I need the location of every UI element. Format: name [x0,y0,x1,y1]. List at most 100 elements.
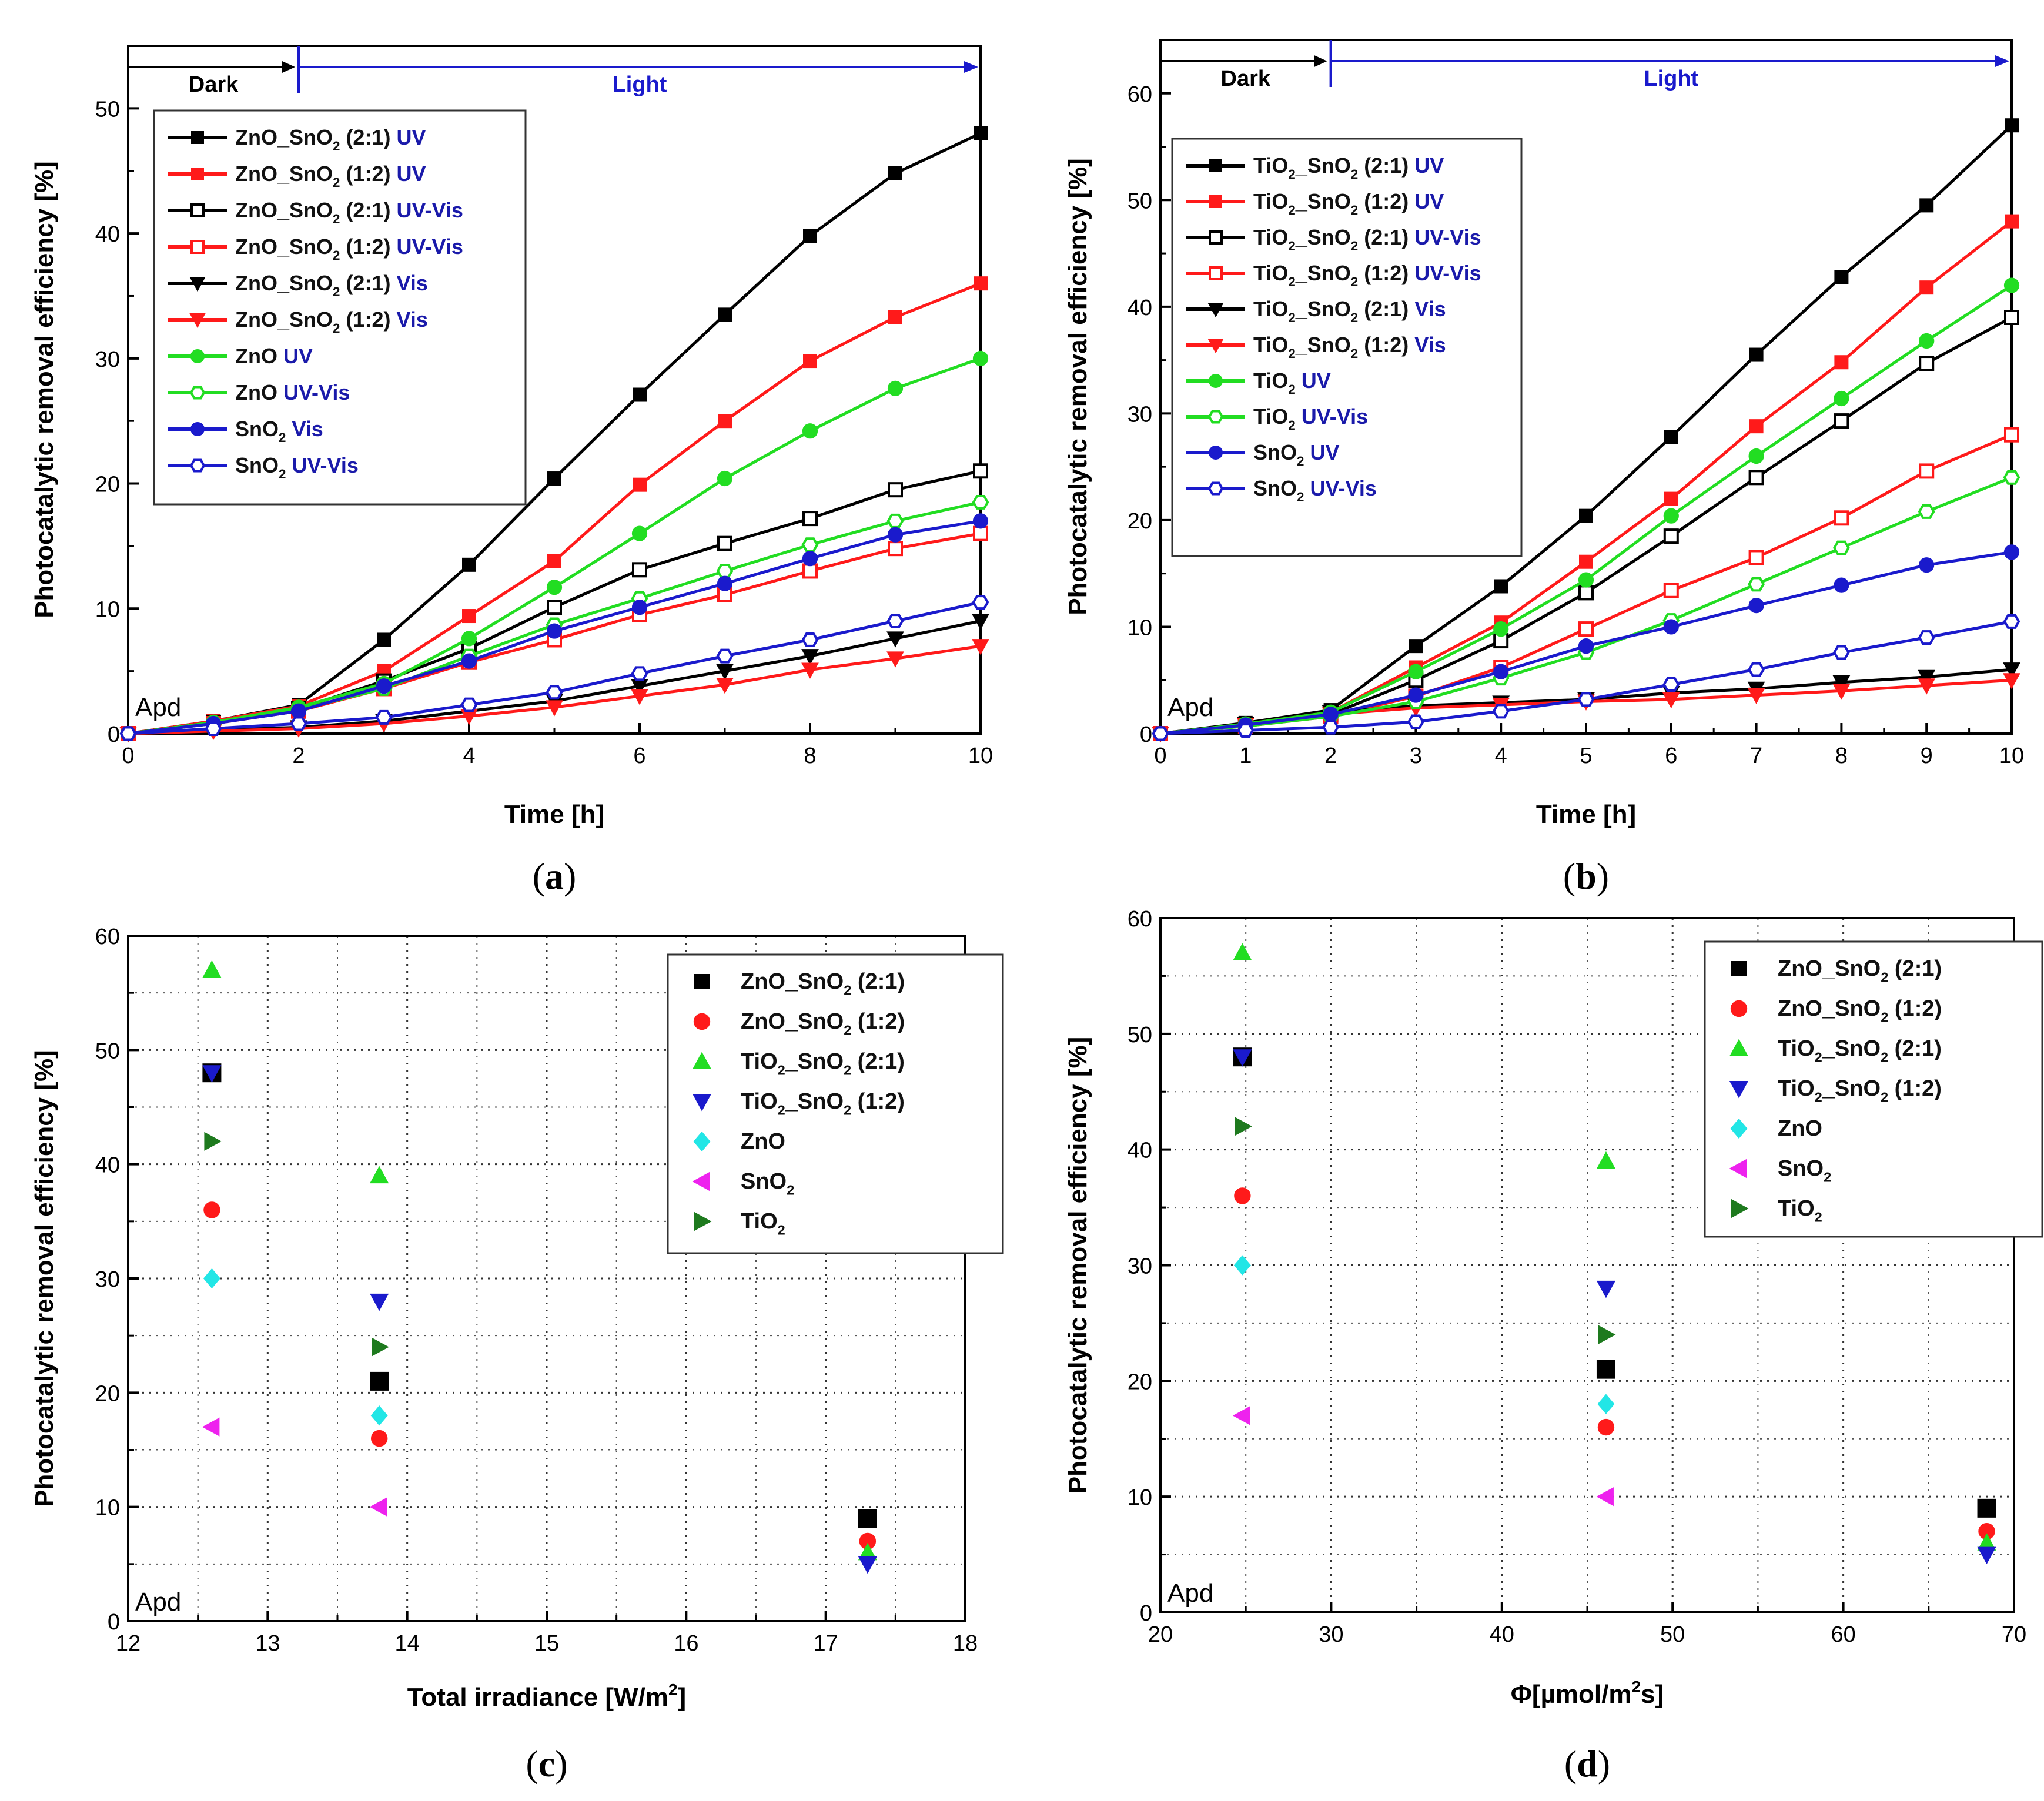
chart-c-legend-box [667,953,1004,1254]
chart-a-data-point [802,563,818,579]
chart-a-data-point [973,525,988,541]
chart-b-data-point [1662,692,1680,709]
chart-a-x-tick-label: 10 [968,744,993,768]
chart-b-x-tick-label: 3 [1410,744,1422,768]
chart-c-y-tick-label: 60 [95,925,120,949]
chart-c-legend-entry-2-marker [692,1052,712,1069]
chart-a-data-point [717,535,732,551]
chart-a-svg: 0 2 4 6 8 10 0 10 20 30 40 50 Photocatalytic removal… [30,45,993,897]
chart-c-svg: 12 13 14 15 16 17 18 0 10 20 30 40 50 60 Photocatalyti… [30,925,1004,1785]
chart-a-data-point [803,229,817,243]
chart-b-y-tick-label: 10 [1128,615,1152,640]
chart-c-legend-entry-2-label: TiO2_SnO2 (2:1) [741,1049,905,1078]
chart-c-legend-entry-0-marker [694,974,710,989]
chart-c-series-3 [202,1065,877,1574]
chart-a-legend-entry-0-marker [191,131,204,144]
chart-c-legend-entry-4-label: ZnO [741,1129,785,1154]
chart-d-x-axis-label-end: s] [1641,1680,1664,1709]
chart-a-data-point [803,354,817,369]
chart-a-data-point [886,651,904,668]
chart-b-data-point [1748,598,1764,614]
chart-a-data-point [546,580,563,595]
chart-a-legend-entry-4-label: ZnO_SnO2 (2:1) Vis [235,271,428,299]
chart-a-data-point [547,554,561,568]
chart-b-legend-entry-8-label-tag: UV [1304,440,1339,464]
chart-b-data-point [1919,463,1935,479]
chart-b-legend-entry-3-label-mid: _SnO [1295,261,1351,285]
chart-b-legend-entry-1-label-ratio: (1:2) [1358,189,1409,213]
chart-d-x-tick-label: 50 [1660,1622,1685,1647]
chart-c-legend-entry-3-label-mid: _SnO [785,1089,844,1114]
chart-a-x-tick-label: 8 [804,744,816,768]
chart-b-data-point [1832,645,1850,660]
chart-b-data-point [1748,470,1764,486]
chart-a-legend-entry-6-marker [190,349,205,363]
chart-a-data-point [290,716,307,731]
chart-b-data-point [1919,356,1935,371]
chart-a-legend-entry-3-marker [190,240,205,254]
chart-a-legend-entry-1-marker [191,168,204,180]
chart-b-x-tick-label: 0 [1154,744,1166,768]
chart-a-legend-entry-6-label-tag: UV [277,344,313,368]
chart-a-data-point [888,482,903,498]
chart-a-legend-entry-8-label: SnO2 Vis [235,417,323,445]
chart-d-legend-entry-4-marker [1730,1118,1748,1139]
chart-c-legend-entry-0-label-ratio: (2:1) [851,969,905,994]
chart-b-legend-entry-2-label-main: TiO [1253,225,1288,249]
chart-b-legend-entry-8-label-sub: 2 [1297,454,1304,468]
chart-d-legend-entry-0-label-ratio: (2:1) [1888,956,1942,981]
chart-c-legend-entry-4-marker [693,1131,711,1152]
chart-a-legend-entry-5-marker [189,313,206,329]
chart-a-data-point [973,463,988,479]
chart-d-caption-close: ) [1598,1743,1610,1785]
chart-b-data-point [1834,510,1849,526]
chart-a-legend-entry-9-label-main: SnO [235,453,279,477]
chart-b-data-point [1832,540,1850,555]
chart-c-ticks: 12 13 14 15 16 17 18 0 10 20 30 40 50 60 [95,925,978,1656]
chart-a-data-point [801,537,819,553]
chart-b-legend-entry-3-label-sub2: 2 [1351,274,1358,289]
chart-b-x-tick-label: 8 [1835,744,1848,768]
chart-c-x-tick-label: 18 [953,1631,978,1656]
chart-b-dark-arrowhead [1314,55,1327,67]
chart-a-legend-entry-3-label-tag: UV-Vis [390,235,463,259]
chart-b-data-point [2003,544,2020,560]
chart-b-legend-entry-9-label-tag: UV-Vis [1304,476,1376,500]
chart-b-y-tick-label: 30 [1128,402,1152,427]
chart-d-legend-entry-6-label: TiO2 [1778,1196,1822,1225]
chart-b-legend-entry-5-label-tag: Vis [1409,333,1446,357]
chart-b-data-point [2005,118,2019,133]
chart-b-data-point [2003,614,2020,629]
chart-a-data-point [716,664,734,680]
chart-d-legend-entry-0-label-main: ZnO_SnO [1778,956,1881,981]
chart-b-data-point [1918,630,1935,645]
chart-d-y-axis-label: Photocatalytic removal efficiency [%] [1063,1037,1092,1494]
chart-b-legend-entry-9-label-sub: 2 [1297,490,1304,504]
chart-d-data-point [1232,1406,1250,1425]
chart-d-x-tick-label: 70 [2002,1622,2026,1647]
chart-c-y-tick-label: 50 [95,1039,120,1063]
chart-b-legend-entry-3-marker [1209,266,1223,280]
chart-b-data-point [1407,714,1424,729]
chart-a-legend-entry-3-label-sub: 2 [333,248,340,263]
chart-b-x-tick-label: 9 [1921,744,1933,768]
chart-b-data-point [2004,427,2019,443]
chart-a-data-point [972,595,989,610]
chart-a-data-point [716,563,734,578]
chart-b-data-point [1578,638,1594,654]
chart-b-data-point [1578,572,1594,588]
chart-b-x-tick-label: 7 [1750,744,1762,768]
chart-b-ticks: 0 1 2 3 4 5 6 7 8 9 10 0 10 20 30 40 50 60 [1128,82,2024,768]
chart-a-legend-entry-4-label-sub: 2 [333,284,340,299]
chart-c-data-point [371,1430,388,1447]
chart-a-data-point [888,541,903,557]
chart-a-data-point [972,614,989,630]
chart-d-y-tick-label: 30 [1128,1254,1152,1279]
chart-c-legend-entry-6-marker [694,1211,712,1231]
chart-b-legend-entry-3-label-sub: 2 [1288,274,1295,289]
chart-d-legend-entry-2-label-main: TiO [1778,1036,1815,1061]
chart-c-y-tick-label: 30 [95,1267,120,1292]
chart-a-corner-label: Apd [135,693,181,722]
chart-d-y-tick-label: 50 [1128,1023,1152,1047]
chart-b-y-tick-label: 0 [1140,722,1152,747]
